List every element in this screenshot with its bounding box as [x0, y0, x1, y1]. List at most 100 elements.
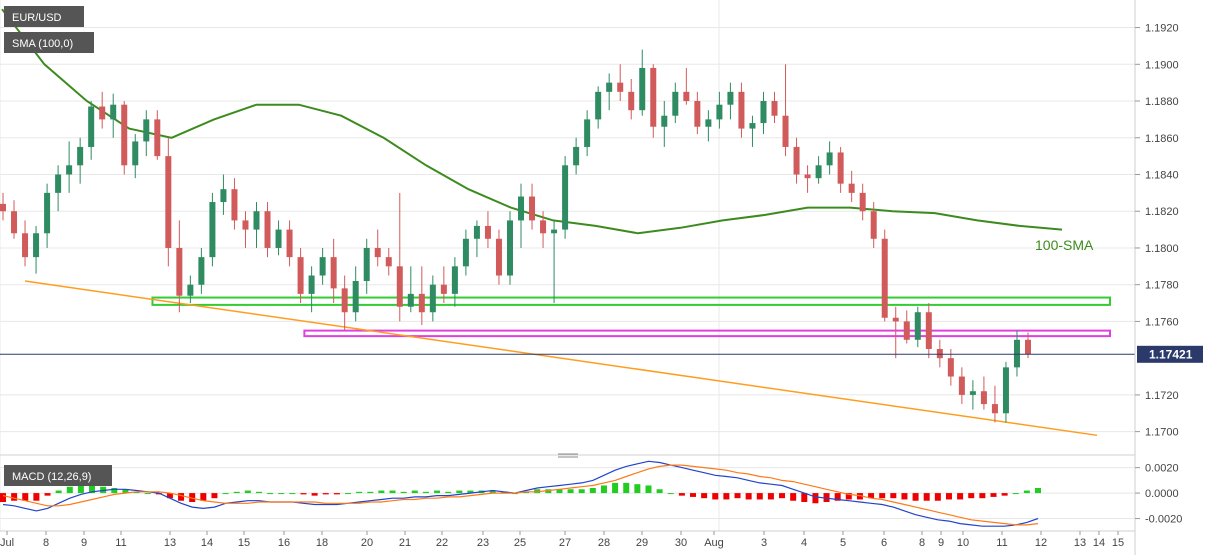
candle — [363, 238, 370, 294]
macd-histogram-bar — [189, 493, 196, 502]
macd-histogram-bar — [923, 493, 930, 501]
macd-histogram-bar — [990, 493, 997, 497]
candle-body — [518, 196, 525, 221]
candle — [231, 178, 238, 230]
macd-histogram-bar — [389, 490, 396, 494]
candle-body — [958, 376, 965, 395]
candle — [286, 220, 293, 267]
macd-histogram-bar — [144, 493, 151, 495]
candle — [220, 174, 227, 215]
candle — [165, 137, 172, 267]
candle — [11, 200, 18, 239]
date-tick-label: 11 — [115, 537, 126, 549]
candle-body — [540, 220, 547, 234]
price-axis[interactable]: 1.1920 1.1900 1.1880 1.1860 1.1840 1.1820 1.18… — [1134, 0, 1203, 555]
candle — [639, 49, 646, 116]
candle — [143, 110, 150, 157]
candle-body — [341, 288, 348, 313]
macd-histogram-bar — [400, 491, 407, 494]
candle-body — [22, 233, 29, 258]
macd-histogram-bar — [823, 493, 830, 502]
candle-body — [980, 391, 987, 405]
candle — [595, 86, 602, 129]
date-tick-label: 8 — [919, 537, 925, 549]
candle-body — [1025, 339, 1031, 355]
candle — [121, 101, 128, 175]
candle — [749, 115, 756, 147]
candle — [969, 380, 976, 410]
candle — [947, 348, 954, 386]
candle — [936, 339, 943, 368]
candle-body — [804, 174, 811, 179]
macd-histogram-bar — [812, 493, 819, 504]
macd-histogram-bar — [567, 489, 574, 494]
candle-body — [694, 101, 701, 127]
macd-histogram-bar — [834, 493, 841, 501]
candle — [495, 229, 502, 285]
candle — [154, 110, 161, 160]
macd-signal-line — [2, 464, 1039, 526]
symbol-badge-text: EUR/USD — [12, 12, 62, 24]
candle — [661, 101, 668, 147]
candle — [562, 156, 569, 239]
macd-histogram-bar — [968, 493, 975, 499]
macd-histogram-bar — [411, 490, 418, 494]
candle-body — [99, 106, 106, 120]
candle — [473, 220, 480, 258]
sma-annotation: 100-SMA — [1035, 237, 1094, 253]
date-tick-label: 12 — [1035, 537, 1047, 549]
macd-histogram-bar — [712, 493, 719, 500]
macd-histogram-bar — [200, 493, 207, 501]
candle — [683, 67, 690, 105]
candle — [716, 91, 723, 129]
candle — [727, 82, 734, 120]
candle — [352, 266, 359, 322]
pane-resize-handle[interactable] — [558, 453, 578, 458]
candle-body — [165, 156, 172, 248]
candle — [991, 385, 998, 423]
candle-body — [264, 211, 271, 248]
candle-body — [187, 284, 194, 296]
candle-body — [319, 257, 326, 276]
macd-histogram-bar — [378, 490, 385, 494]
date-axis[interactable]: Jul 8 9 11 13 14 15 16 18 20 21 22 23 25 27 28 29 30 Aug 3 4… — [0, 530, 1135, 549]
macd-histogram-bar — [244, 490, 251, 494]
candle-body — [506, 220, 513, 276]
candle — [0, 192, 6, 221]
candle-body — [110, 104, 117, 120]
candle-body — [88, 106, 95, 147]
candle — [242, 211, 249, 248]
date-tick-label: Jul — [0, 537, 14, 549]
macd-histogram-bar — [600, 485, 607, 494]
candle-body — [440, 284, 447, 294]
macd-histogram-bar — [779, 493, 786, 499]
macd-histogram-bar — [790, 493, 797, 501]
candle-body — [991, 404, 998, 414]
candle-body — [154, 119, 161, 157]
macd-histogram-bar — [133, 491, 140, 494]
candle-body — [220, 189, 227, 203]
date-tick-label: 21 — [399, 537, 411, 549]
candle — [837, 146, 844, 193]
date-tick-label: 3 — [761, 537, 767, 549]
date-tick-label: Aug — [704, 537, 724, 549]
price-tick-label: 1.1900 — [1145, 59, 1179, 71]
macd-histogram-bar — [901, 493, 908, 500]
macd-histogram-bar — [545, 489, 552, 494]
date-tick-label: 29 — [636, 537, 648, 549]
macd-histogram-bar — [623, 482, 630, 494]
candle-body — [738, 91, 745, 129]
date-tick-label: 4 — [801, 537, 807, 549]
candle-body — [1013, 339, 1020, 368]
candle — [617, 64, 624, 102]
macd-histogram-bar — [111, 488, 118, 494]
candle-body — [771, 101, 778, 116]
candle — [881, 229, 888, 322]
price-tick-label: 1.1840 — [1145, 169, 1179, 181]
candle-body — [429, 284, 436, 313]
date-tick-label: 9 — [81, 537, 87, 549]
macd-histogram-bar — [89, 485, 96, 494]
candlesticks — [0, 49, 1031, 423]
macd-histogram-bar — [44, 493, 51, 496]
macd-gridlines — [0, 467, 1135, 520]
